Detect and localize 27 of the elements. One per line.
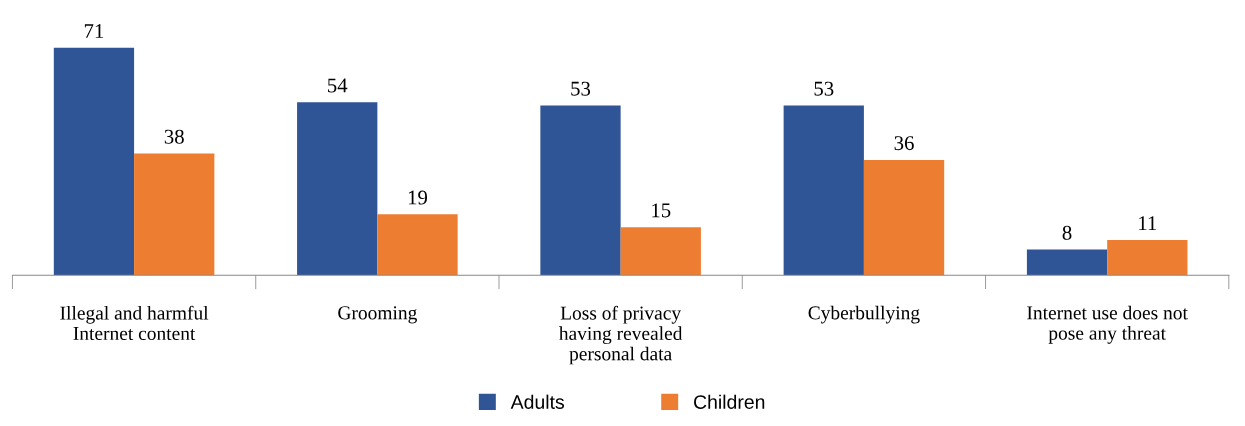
x-tick-label: Cyberbullying: [808, 305, 920, 324]
legend-label: Adults: [510, 394, 564, 409]
data-label: 19: [408, 190, 428, 205]
bar: [297, 102, 378, 276]
data-label: 54: [328, 78, 348, 93]
data-label: 15: [652, 203, 671, 218]
data-label: 71: [84, 24, 104, 38]
legend-label: Children: [694, 394, 765, 409]
x-tick-label: Loss of privacy having revealed personal data: [559, 305, 683, 365]
data-label: 11: [1139, 216, 1157, 230]
x-tick-label: Internet use does not pose any threat: [1027, 305, 1188, 344]
bar: [1026, 249, 1108, 276]
data-label: 36: [894, 136, 914, 151]
data-label: 53: [814, 81, 834, 96]
data-label: 38: [164, 129, 184, 144]
bar: [53, 47, 135, 276]
data-label: 8: [1062, 225, 1072, 240]
bar: [863, 159, 945, 276]
bar: [783, 105, 864, 276]
x-tick-label: Illegal and harmful Internet content: [60, 305, 209, 341]
bar: [377, 214, 458, 276]
bar: [1107, 239, 1188, 276]
x-tick-label: Grooming: [338, 306, 417, 324]
bar: [134, 153, 215, 276]
bar: [620, 227, 701, 276]
data-label: 53: [571, 81, 591, 96]
bar: [540, 105, 621, 276]
